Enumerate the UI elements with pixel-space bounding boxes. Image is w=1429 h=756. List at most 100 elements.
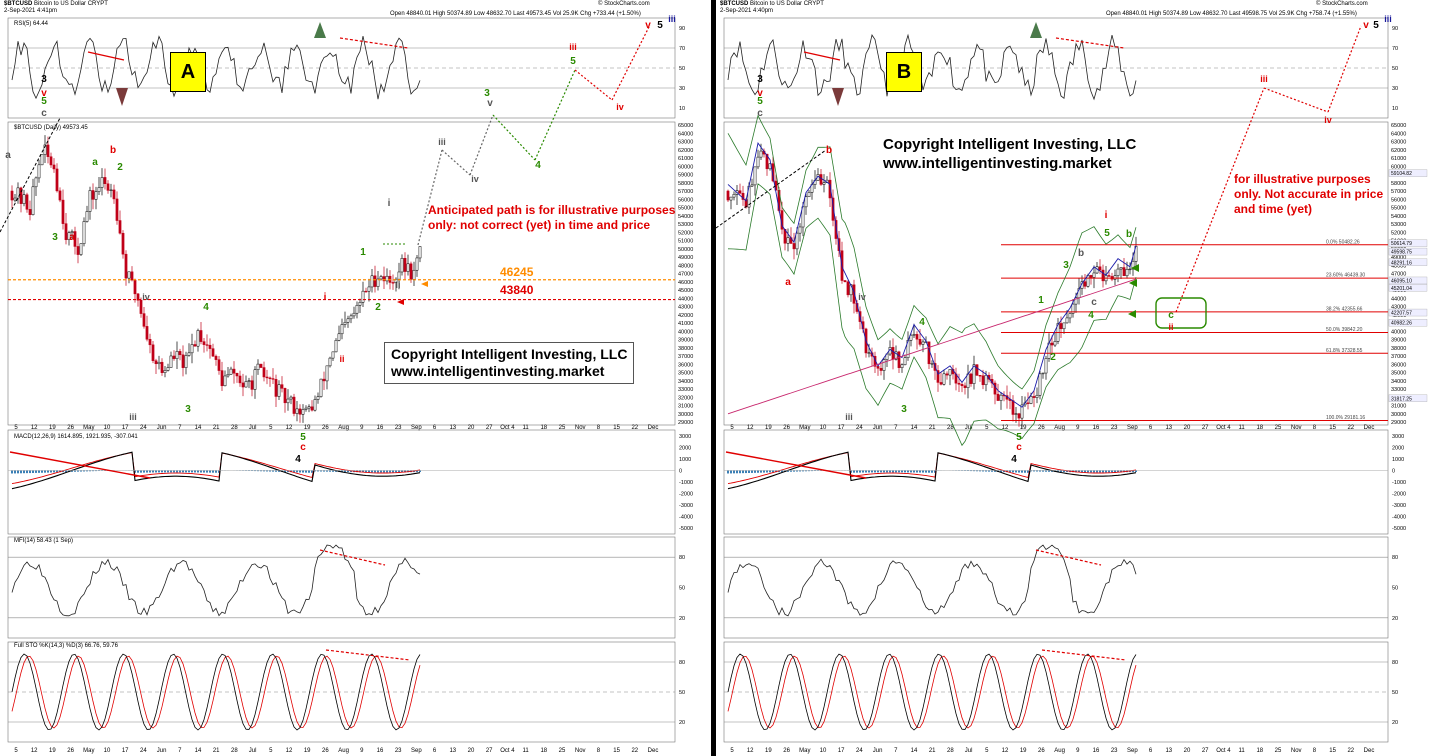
candle-body: [322, 378, 326, 382]
candle-body: [972, 364, 976, 384]
price-tick-label: 49000: [678, 255, 693, 261]
macd-hist-bar: [1021, 470, 1023, 473]
macd-hist-bar: [362, 470, 364, 473]
orange-arrow-icon: [421, 281, 428, 287]
x-tick-label: 26: [783, 425, 790, 431]
candle-body: [352, 312, 356, 317]
candle-body: [1026, 402, 1030, 404]
macd-hist-bar: [380, 470, 382, 473]
candle-body: [13, 197, 17, 201]
wave-label: 3: [185, 404, 191, 415]
macd-hist-bar: [1087, 470, 1089, 473]
x-tick-label: 12: [31, 425, 38, 431]
macd-hist-bar: [404, 470, 406, 473]
price-tick-label: 54000: [1391, 214, 1406, 220]
panel-badge-a: A: [170, 52, 206, 92]
candle-body: [385, 275, 389, 282]
wave-label: a: [785, 277, 791, 288]
macd-hist-bar: [973, 470, 975, 472]
candle-body: [897, 351, 901, 368]
sto-tick-label: 80: [679, 660, 685, 666]
candle-body: [843, 280, 847, 283]
price-tick-label: 42000: [678, 313, 693, 319]
price-marker-box: [1388, 318, 1428, 327]
candle-body: [292, 396, 296, 414]
candle-body: [175, 351, 179, 359]
candle-body: [124, 253, 128, 279]
candle-body: [136, 293, 140, 301]
macd-hist-bar: [17, 470, 19, 474]
price-tick-label: 43000: [678, 305, 693, 311]
macd-hist-bar: [871, 470, 873, 473]
macd-hist-bar: [185, 470, 187, 473]
x-tick-label: Nov: [1291, 425, 1302, 431]
macd-hist-bar: [209, 470, 211, 473]
x-tick-label: 6: [433, 748, 437, 754]
macd-hist-bar: [742, 470, 744, 474]
macd-hist-bar: [317, 470, 319, 472]
projected-path-segment: [574, 69, 613, 101]
x-tick-label: 10: [104, 748, 111, 754]
red-arrow-icon: [397, 299, 404, 305]
wave-label: b: [1078, 248, 1084, 259]
projected-path-segment: [417, 149, 443, 246]
candle-body: [304, 407, 308, 410]
candle-body: [822, 182, 826, 185]
candle-body: [1044, 358, 1048, 374]
macd-hist-bar: [925, 470, 927, 473]
macd-hist-bar: [1045, 470, 1047, 472]
x-tick-label: 6: [1149, 425, 1153, 431]
macd-hist-bar: [874, 470, 876, 473]
macd-hist-bar: [772, 470, 774, 473]
note-line3: and time (yet): [1234, 202, 1313, 216]
candle-body: [1065, 317, 1069, 324]
panel-badge-b: B: [886, 52, 922, 92]
symbol-label: $BTCUSD Bitcoin to US Dollar CRYPT: [4, 1, 108, 7]
wave-label: 4: [919, 317, 925, 328]
macd-tick-label: 1000: [1392, 457, 1404, 463]
x-tick-label: Sep: [1127, 748, 1138, 754]
macd-hist-bar: [143, 470, 145, 473]
price-tick-label: 52000: [678, 230, 693, 236]
x-tick-label: Oct 4: [1216, 748, 1231, 754]
candle-body: [64, 223, 68, 240]
x-tick-label: Nov: [575, 425, 586, 431]
x-tick-label: Oct 4: [1216, 425, 1231, 431]
macd-hist-bar: [1012, 470, 1014, 473]
price-tick-label: 64000: [1391, 131, 1406, 137]
candle-body: [966, 373, 970, 388]
sto-d-line: [11, 655, 421, 729]
x-tick-label: Dec: [648, 748, 659, 754]
wave-label: i: [388, 198, 391, 209]
price-tick-label: 52000: [1391, 230, 1406, 236]
candle-body: [82, 221, 86, 244]
macd-hist-bar: [967, 470, 969, 471]
candle-body: [127, 271, 131, 279]
wave-label: iii: [1384, 14, 1392, 24]
macd-hist-bar: [50, 470, 52, 473]
macd-hist-bar: [1048, 470, 1050, 472]
wave-label: i: [1105, 210, 1108, 221]
green-arrow-icon: [1131, 264, 1139, 272]
wave-label: 5: [657, 20, 663, 31]
x-tick-label: 9: [360, 748, 364, 754]
macd-hist-bar: [287, 470, 289, 473]
macd-hist-bar: [901, 470, 903, 473]
x-tick-label: 23: [395, 425, 402, 431]
macd-trendline: [9, 451, 151, 479]
macd-hist-bar: [275, 470, 277, 472]
price-tick-label: 58000: [678, 181, 693, 187]
candle-body: [1089, 275, 1093, 278]
macd-hist-bar: [754, 470, 756, 473]
price-tick-label: 31000: [1391, 404, 1406, 410]
divergence-arrow: [319, 549, 386, 566]
wave-label: ii: [1168, 322, 1173, 332]
wave-label: c: [41, 108, 47, 119]
x-tick-label: 24: [140, 748, 147, 754]
x-tick-label: Jul: [249, 748, 257, 754]
wave-label: v: [1363, 20, 1369, 31]
candle-body: [834, 220, 838, 239]
candle-body: [238, 375, 242, 384]
note-line2: only. Not accurate in price: [1234, 187, 1384, 201]
candle-body: [193, 344, 197, 347]
